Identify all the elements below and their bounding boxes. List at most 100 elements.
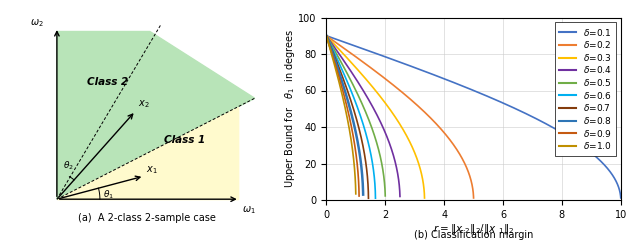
- $\delta$=0.6: [333, 58, 341, 61]
- X-axis label: $r = \Vert x\ _{2}\Vert_{2}/\Vert x\ _{1}\Vert_{2}$: $r = \Vert x\ _{2}\Vert_{2}/\Vert x\ _{1…: [433, 222, 515, 236]
- $\delta$=0.9: [351, 145, 359, 148]
- $\delta$=0.3: [370, 86, 378, 90]
- Line: $\delta$=0.1: $\delta$=0.1: [326, 36, 621, 198]
- $\delta$=0.8: [323, 34, 330, 37]
- Line: $\delta$=0.5: $\delta$=0.5: [326, 36, 385, 196]
- $\delta$=0.2: [442, 134, 450, 137]
- Polygon shape: [57, 107, 237, 199]
- $\delta$=0.6: [336, 64, 344, 66]
- Line: $\delta$=0.6: $\delta$=0.6: [326, 36, 376, 198]
- $\delta$=0.7: [353, 121, 361, 124]
- Polygon shape: [57, 32, 255, 199]
- Text: $x_2$: $x_2$: [138, 98, 149, 110]
- $\delta$=0.7: [323, 34, 330, 37]
- $\delta$=0.1: [323, 34, 330, 37]
- Text: $\omega_2$: $\omega_2$: [30, 17, 44, 29]
- $\delta$=0.6: [340, 73, 348, 76]
- Line: $\delta$=0.9: $\delta$=0.9: [326, 36, 359, 196]
- $\delta$=0.5: [348, 82, 356, 85]
- $\delta$=0.5: [369, 128, 376, 131]
- $\delta$=1.0: [347, 134, 355, 138]
- Text: (a)  A 2-class 2-sample case: (a) A 2-class 2-sample case: [78, 213, 216, 223]
- $\delta$=0.4: [359, 88, 367, 91]
- Text: $\omega_1$: $\omega_1$: [242, 204, 255, 216]
- $\delta$=0.8: [359, 193, 367, 196]
- $\delta$=0.4: [362, 92, 369, 96]
- Line: $\delta$=0.8: $\delta$=0.8: [326, 36, 363, 194]
- Text: $\theta_1$: $\theta_1$: [102, 188, 113, 201]
- $\delta$=0.3: [356, 71, 364, 74]
- $\delta$=0.4: [370, 108, 378, 111]
- $\delta$=0.5: [346, 78, 354, 81]
- $\delta$=0.2: [326, 36, 333, 40]
- $\delta$=0.6: [356, 113, 364, 116]
- $\delta$=0.7: [326, 42, 333, 45]
- $\delta$=0.2: [449, 142, 456, 144]
- $\delta$=0.1: [399, 62, 406, 64]
- Text: $\theta_2$: $\theta_2$: [63, 160, 74, 172]
- Y-axis label: Upper Bound for   $\theta_1$  in degrees: Upper Bound for $\theta_1$ in degrees: [283, 29, 297, 188]
- $\delta$=0.9: [323, 34, 330, 37]
- $\delta$=0.6: [323, 34, 330, 37]
- $\delta$=0.5: [363, 113, 371, 116]
- $\delta$=0.3: [323, 34, 330, 37]
- $\delta$=1.0: [323, 34, 330, 37]
- Line: $\delta$=1.0: $\delta$=1.0: [326, 36, 356, 194]
- $\delta$=0.1: [347, 43, 355, 46]
- $\delta$=0.1: [605, 169, 613, 172]
- $\delta$=0.2: [470, 196, 477, 200]
- $\delta$=0.8: [338, 79, 346, 82]
- $\delta$=0.2: [404, 96, 412, 99]
- $\delta$=0.9: [355, 194, 363, 198]
- $\delta$=0.4: [342, 62, 349, 65]
- Line: $\delta$=0.7: $\delta$=0.7: [326, 36, 369, 198]
- $\delta$=0.6: [372, 197, 380, 200]
- $\delta$=0.3: [420, 196, 428, 200]
- Text: (b) Classification margin: (b) Classification margin: [414, 230, 533, 240]
- Text: $x_1$: $x_1$: [147, 164, 158, 175]
- $\delta$=0.4: [396, 195, 404, 198]
- $\delta$=1.0: [352, 192, 360, 196]
- $\delta$=0.8: [348, 111, 355, 114]
- Text: Class 2: Class 2: [87, 77, 128, 87]
- Polygon shape: [57, 107, 237, 199]
- $\delta$=0.8: [359, 188, 367, 192]
- $\delta$=0.3: [354, 68, 362, 71]
- Text: Class 1: Class 1: [164, 135, 205, 145]
- $\delta$=0.4: [340, 60, 348, 62]
- $\delta$=0.1: [412, 66, 419, 69]
- $\delta$=0.7: [332, 57, 339, 60]
- $\delta$=0.3: [385, 106, 392, 109]
- $\delta$=0.6: [335, 60, 342, 63]
- $\delta$=0.8: [358, 178, 366, 181]
- $\delta$=0.8: [347, 110, 355, 114]
- $\delta$=0.7: [365, 197, 372, 200]
- $\delta$=0.6: [357, 116, 365, 119]
- Legend: $\delta$=0.1, $\delta$=0.2, $\delta$=0.3, $\delta$=0.4, $\delta$=0.5, $\delta$=0: $\delta$=0.1, $\delta$=0.2, $\delta$=0.3…: [555, 22, 616, 156]
- $\delta$=0.1: [377, 54, 385, 57]
- Line: $\delta$=0.3: $\delta$=0.3: [326, 36, 424, 198]
- $\delta$=0.5: [328, 45, 336, 48]
- $\delta$=0.2: [323, 34, 330, 37]
- $\delta$=0.7: [328, 48, 336, 51]
- $\delta$=0.4: [356, 84, 364, 86]
- $\delta$=0.8: [328, 50, 336, 53]
- $\delta$=0.1: [333, 38, 340, 41]
- $\delta$=0.7: [337, 70, 344, 73]
- $\delta$=0.2: [454, 150, 461, 152]
- $\delta$=0.2: [380, 76, 387, 79]
- $\delta$=0.9: [325, 42, 333, 44]
- $\delta$=0.9: [351, 142, 358, 144]
- $\delta$=0.7: [327, 46, 335, 48]
- $\delta$=0.3: [383, 103, 390, 106]
- $\delta$=1.0: [337, 86, 344, 89]
- $\delta$=0.5: [369, 131, 377, 134]
- Line: $\delta$=0.2: $\delta$=0.2: [326, 36, 474, 198]
- $\delta$=0.5: [323, 34, 330, 37]
- $\delta$=0.4: [323, 34, 330, 37]
- $\delta$=0.9: [355, 177, 362, 180]
- $\delta$=1.0: [340, 101, 348, 104]
- $\delta$=0.3: [392, 117, 400, 120]
- $\delta$=1.0: [351, 175, 359, 178]
- $\delta$=1.0: [337, 86, 344, 90]
